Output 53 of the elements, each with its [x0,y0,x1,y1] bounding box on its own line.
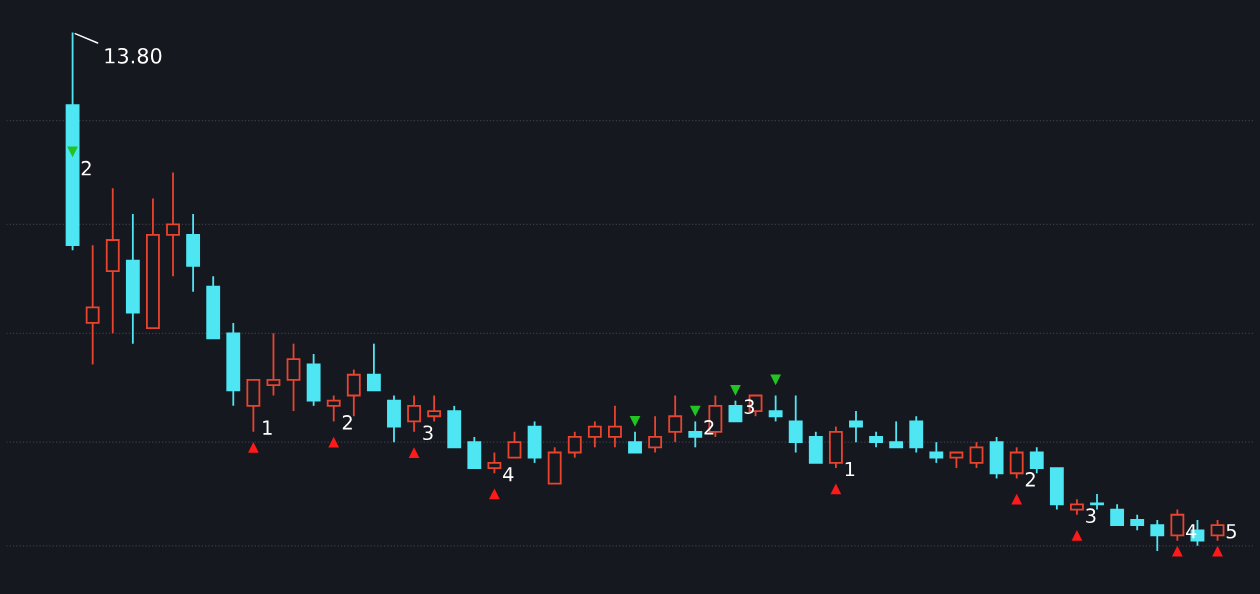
candlestick [668,394,683,444]
candlestick [768,394,783,423]
candlestick [407,394,421,433]
candlestick [889,420,904,449]
candlestick [728,399,743,423]
candlestick [788,394,803,454]
annotation: 1 [263,420,272,435]
annotation: 13.80 [105,47,162,64]
candlestick [1150,519,1165,552]
candlestick [628,430,642,454]
candlestick [587,420,602,449]
candlestick [507,430,522,459]
point [408,447,420,458]
point [830,483,842,495]
point [1011,493,1023,505]
candlestick [427,394,442,423]
point [1171,545,1183,557]
annotation: 2 [342,415,352,430]
candlestick [849,410,863,444]
candlestick [567,430,582,459]
point [489,488,500,500]
annotation: 1 [845,461,855,477]
candlestick [85,244,100,366]
candlestick [1110,503,1125,527]
point [689,405,701,417]
candlestick [366,342,381,392]
annotation: 2 [81,160,91,176]
candlestick [286,342,301,412]
point [730,384,741,396]
candlestick [1009,446,1024,480]
candlestick [969,441,984,469]
point [247,441,259,453]
point [67,146,78,158]
annotation: 4 [1186,524,1197,539]
candlestick [1210,519,1225,542]
candlestick [648,415,663,454]
candlestick [688,420,703,449]
candlestick [266,332,281,397]
annotation: 2 [1025,472,1035,487]
candlestick [608,404,622,449]
point [1071,530,1083,541]
point [328,436,340,448]
point [770,374,782,386]
candlestick [166,171,180,278]
candlestick [929,441,944,464]
annotation: 3 [1086,508,1096,524]
annotation: 4 [503,467,514,482]
candlestick [1170,508,1185,542]
candlestick [487,451,502,475]
annotation: 3 [423,425,433,441]
point [629,416,641,427]
candlestick [326,394,341,423]
annotation: 5 [1226,524,1236,539]
